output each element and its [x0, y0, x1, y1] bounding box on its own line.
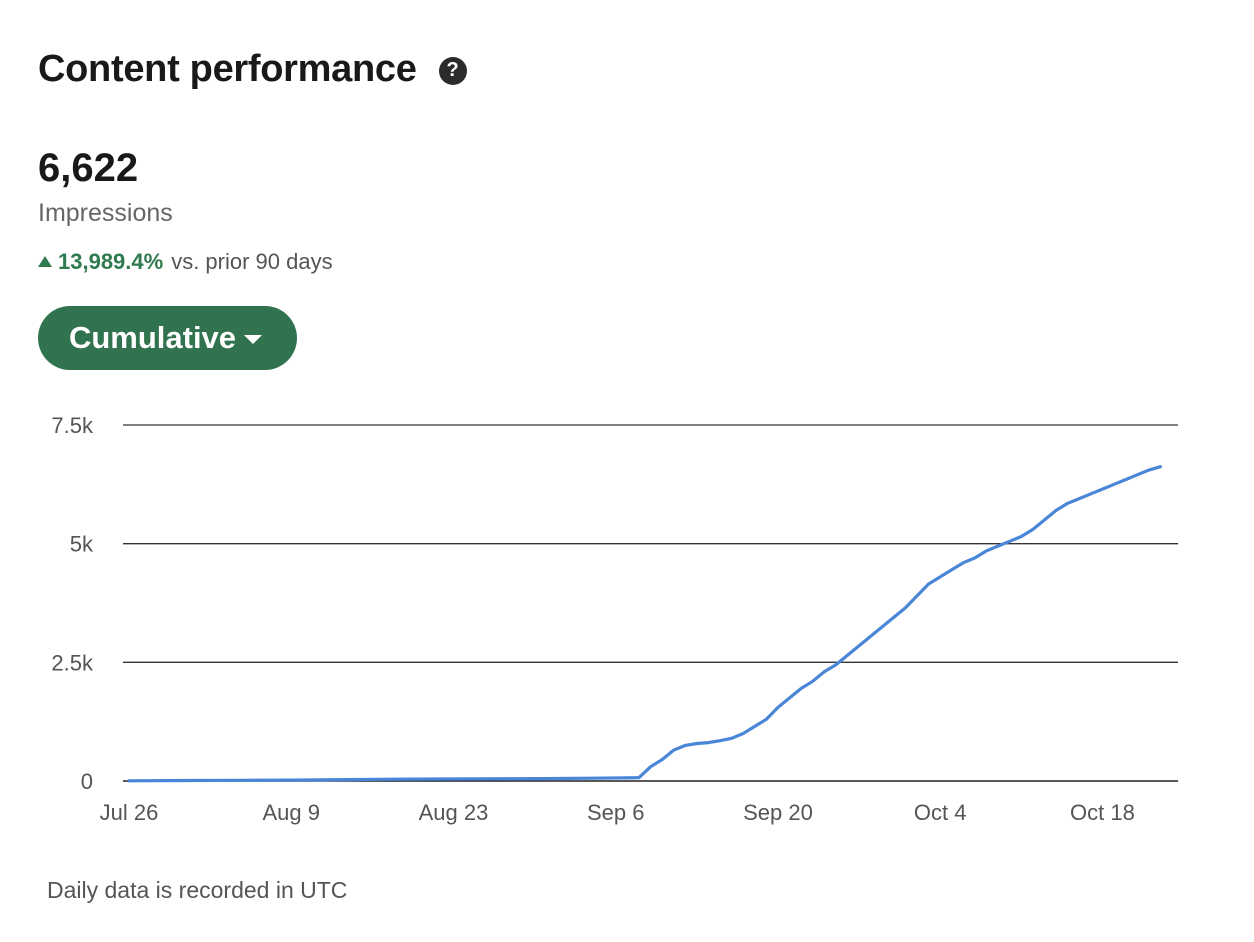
- dropdown-label: Cumulative: [68, 320, 237, 355]
- y-tick-label: 5k: [70, 532, 94, 557]
- impressions-label: Impressions: [38, 199, 173, 227]
- change-comparison-text: vs. prior 90 days: [171, 249, 333, 274]
- cumulative-dropdown-button[interactable]: Cumulative: [38, 306, 297, 370]
- impressions-value: 6,622: [38, 146, 139, 190]
- impressions-line-chart: 0 2.5k 5k 7.5k Jul 26 Aug 9 Aug 23 Sep 6 Sep 20 O…: [51, 413, 1178, 825]
- caret-down-icon: [244, 334, 263, 344]
- x-tick-label: Oct 18: [1070, 800, 1135, 825]
- x-tick-label: Sep 6: [587, 800, 645, 825]
- y-tick-label: 0: [81, 769, 93, 794]
- y-tick-label: 2.5k: [51, 650, 94, 675]
- card-header: Content performance ?: [38, 48, 467, 91]
- triangle-up-icon: [38, 255, 52, 267]
- x-tick-label: Aug 23: [419, 800, 489, 825]
- x-tick-label: Sep 20: [743, 800, 813, 825]
- change-indicator: 13,989.4% vs. prior 90 days: [38, 249, 333, 275]
- utc-footnote: Daily data is recorded in UTC: [47, 877, 348, 903]
- question-circle-icon[interactable]: ?: [438, 56, 467, 85]
- x-tick-label: Oct 4: [914, 800, 967, 825]
- impressions-series-line: [127, 465, 1163, 783]
- x-tick-label: Jul 26: [100, 800, 159, 825]
- change-percentage: 13,989.4%: [58, 249, 164, 274]
- y-tick-label: 7.5k: [51, 413, 94, 438]
- page-title: Content performance: [38, 48, 417, 90]
- x-tick-label: Aug 9: [262, 800, 320, 825]
